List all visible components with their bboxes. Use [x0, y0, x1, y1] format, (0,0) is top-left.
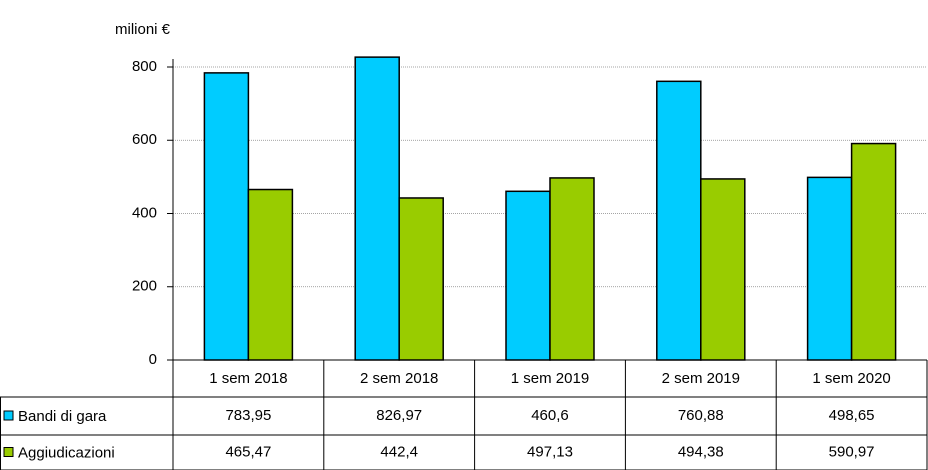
y-tick-label: 800	[132, 58, 157, 75]
table-value: 760,88	[678, 407, 724, 424]
bar	[656, 80, 702, 361]
x-tick-label: 1 sem 2018	[209, 370, 287, 387]
y-tick-label: 200	[132, 278, 157, 295]
table-value: 465,47	[225, 443, 271, 460]
x-tick-label: 1 sem 2019	[511, 370, 589, 387]
y-tick-label: 600	[132, 131, 157, 148]
table-value: 826,97	[376, 407, 422, 424]
bar	[505, 190, 551, 361]
y-axis-unit: milioni €	[115, 21, 171, 38]
table-value: 497,13	[527, 443, 573, 460]
bar	[354, 56, 400, 361]
bar	[398, 197, 444, 361]
bar	[247, 188, 294, 361]
bar	[806, 176, 853, 361]
legend-label: Bandi di gara	[18, 408, 107, 425]
bar	[700, 178, 746, 361]
table-value: 460,6	[531, 407, 569, 424]
bar	[203, 72, 250, 361]
y-tick-label: 0	[149, 351, 157, 368]
y-tick-label: 400	[132, 204, 157, 221]
table-value: 442,4	[380, 443, 418, 460]
x-tick-label: 1 sem 2020	[812, 370, 890, 387]
legend-key	[3, 447, 14, 457]
bar	[549, 177, 595, 361]
bar	[850, 142, 897, 361]
x-tick-label: 2 sem 2019	[662, 370, 740, 387]
table-value: 590,97	[829, 443, 875, 460]
table-value: 498,65	[829, 407, 875, 424]
legend-key	[3, 410, 14, 421]
table-value: 783,95	[225, 407, 271, 424]
table-value: 494,38	[678, 443, 724, 460]
x-tick-label: 2 sem 2018	[360, 370, 438, 387]
legend-label: Aggiudicazioni	[18, 444, 115, 461]
